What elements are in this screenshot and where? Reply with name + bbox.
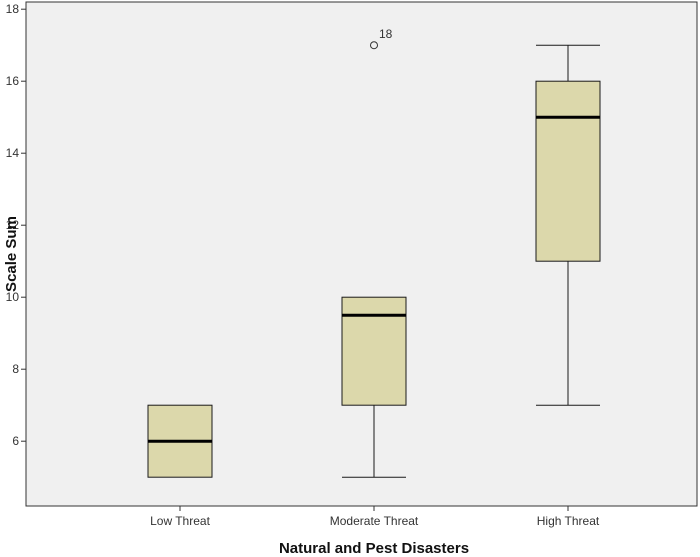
box-series: 18 xyxy=(147,27,601,478)
y-tick-label: 8 xyxy=(12,362,19,376)
box-iqr xyxy=(535,80,601,262)
box-group xyxy=(535,44,601,406)
y-tick-label: 6 xyxy=(12,434,19,448)
box-group xyxy=(147,404,213,478)
x-tick-label: Low Threat xyxy=(150,514,210,528)
box-group: 18 xyxy=(341,27,407,478)
box-iqr xyxy=(341,296,407,406)
x-tick-label: Moderate Threat xyxy=(330,514,419,528)
outlier-point xyxy=(370,41,378,50)
y-tick-label: 16 xyxy=(6,74,20,88)
y-axis: 6 8 10 12 14 16 18 xyxy=(6,2,26,448)
y-tick-label: 14 xyxy=(6,146,20,160)
x-axis: Low Threat Moderate Threat High Threat xyxy=(150,506,600,528)
y-axis-title: Scale Sum xyxy=(3,216,20,292)
y-tick-label: 10 xyxy=(6,290,20,304)
x-tick-label: High Threat xyxy=(537,514,600,528)
x-axis-title: Natural and Pest Disasters xyxy=(279,540,469,557)
y-tick-label: 18 xyxy=(6,2,20,16)
outlier-label: 18 xyxy=(379,27,393,41)
y-tick-label: 12 xyxy=(6,218,20,232)
